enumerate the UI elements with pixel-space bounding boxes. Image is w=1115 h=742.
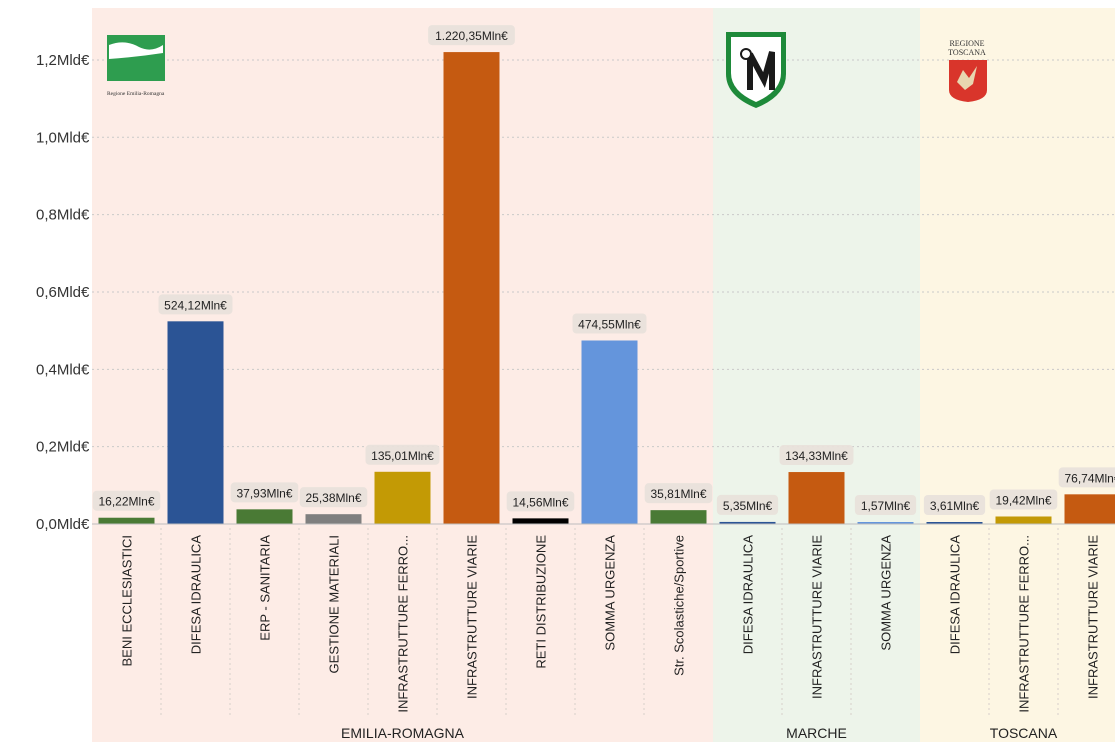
bar-toscana-infrastrutture-ferro xyxy=(995,516,1052,524)
x-category-label: SOMMA URGENZA xyxy=(603,535,618,651)
y-tick-label: 0,2Mld€ xyxy=(36,439,90,456)
group-background-toscana xyxy=(920,8,1115,742)
x-category-label: BENI ECCLESIASTICI xyxy=(120,535,135,666)
data-label: 524,12Mln€ xyxy=(164,298,227,312)
bar-emilia-romagna-infrastrutture-ferro xyxy=(374,471,431,524)
y-tick-label: 1,0Mld€ xyxy=(36,129,90,146)
y-tick-label: 0,4Mld€ xyxy=(36,361,90,378)
bar-emilia-romagna-erp-sanitaria xyxy=(236,509,293,524)
data-label-background xyxy=(230,482,299,503)
data-label: 134,33Mln€ xyxy=(785,449,848,463)
regione-emilia-romagna-logo: Regione Emilia-Romagna xyxy=(107,35,165,97)
data-label: 1.220,35Mln€ xyxy=(435,29,508,43)
data-label: 474,55Mln€ xyxy=(578,317,641,331)
data-label-background xyxy=(158,294,233,315)
data-label: 37,93Mln€ xyxy=(236,486,292,500)
data-label: 3,61Mln€ xyxy=(930,499,980,513)
logo-pegasus xyxy=(957,66,977,90)
regione-marche-logo xyxy=(726,32,786,108)
data-label: 76,74Mln€ xyxy=(1064,471,1115,485)
data-label: 1,57Mln€ xyxy=(861,499,911,513)
logo-caption-line1: REGIONE xyxy=(949,39,984,48)
data-label-background xyxy=(779,445,854,466)
data-label-background xyxy=(989,489,1058,510)
data-label: 14,56Mln€ xyxy=(512,495,568,509)
data-label: 135,01Mln€ xyxy=(371,449,434,463)
bar-emilia-romagna-difesa-idraulica xyxy=(167,321,224,524)
data-label: 35,81Mln€ xyxy=(650,487,706,501)
data-label: 19,42Mln€ xyxy=(995,493,1051,507)
bar-emilia-romagna-gestione-materiali xyxy=(305,514,362,524)
bar-emilia-romagna-str-scolastiche-sportive xyxy=(650,510,707,524)
bar-toscana-difesa-idraulica xyxy=(926,522,983,524)
data-label-background xyxy=(854,495,917,515)
x-category-label: Str. Scolastiche/Sportive xyxy=(672,535,687,676)
data-label-background xyxy=(716,494,779,515)
x-category-label: DIFESA IDRAULICA xyxy=(189,535,204,655)
y-tick-label: 1,2Mld€ xyxy=(36,52,90,69)
data-label-background xyxy=(923,495,986,515)
y-tick-label: 0,8Mld€ xyxy=(36,207,90,224)
bars xyxy=(98,52,1115,524)
data-label-background xyxy=(506,491,575,512)
group-label-emilia-romagna: EMILIA-ROMAGNA xyxy=(341,725,465,741)
x-category-label: INFRASTRUTTURE FERRO... xyxy=(1017,535,1032,713)
bar-emilia-romagna-reti-distribuzione xyxy=(512,518,569,524)
x-category-label: INFRASTRUTTURE FERRO... xyxy=(396,535,411,713)
x-category-label: ERP - SANITARIA xyxy=(258,535,273,641)
logo-m-letter xyxy=(747,51,775,90)
bar-toscana-infrastrutture-viarie xyxy=(1064,494,1115,524)
x-category-label: RETI DISTRIBUZIONE xyxy=(534,535,549,669)
x-category-label: INFRASTRUTTURE VIARIE xyxy=(1086,535,1101,699)
group-background-marche xyxy=(713,8,920,742)
logo-white-wave xyxy=(109,42,163,59)
x-category-label: INFRASTRUTTURE VIARIE xyxy=(810,535,825,699)
data-label-background xyxy=(365,444,440,465)
data-label-background xyxy=(1058,467,1115,488)
logo-caption: Regione Emilia-Romagna xyxy=(107,91,165,97)
data-label: 16,22Mln€ xyxy=(98,495,154,509)
logo-caption-line2: TOSCANA xyxy=(948,48,986,57)
logo-bird-head xyxy=(740,48,752,60)
data-label-background xyxy=(644,483,713,504)
data-label: 5,35Mln€ xyxy=(723,499,773,513)
y-tick-label: 0,0Mld€ xyxy=(36,516,90,533)
bar-emilia-romagna-beni-ecclesiastici xyxy=(98,517,155,524)
data-label-background xyxy=(572,313,647,334)
data-labels: 16,22Mln€ 524,12Mln€ 37,93Mln€ 25,38Mln€ 135… xyxy=(92,25,1115,515)
data-label-background xyxy=(428,25,515,46)
bar-marche-infrastrutture-viarie xyxy=(788,472,845,524)
group-label-toscana: TOSCANA xyxy=(990,725,1058,741)
bar-marche-difesa-idraulica xyxy=(719,521,776,524)
axes: 0,0Mld€ 0,2Mld€ 0,4Mld€ 0,6Mld€ 0,8Mld€ 1,0Ml… xyxy=(36,52,1115,741)
x-category-label: DIFESA IDRAULICA xyxy=(948,535,963,655)
data-label: 25,38Mln€ xyxy=(305,491,361,505)
x-category-label: DIFESA IDRAULICA xyxy=(741,535,756,655)
bar-emilia-romagna-somma-urgenza xyxy=(581,340,638,524)
x-category-label: SOMMA URGENZA xyxy=(879,535,894,651)
x-category-label: INFRASTRUTTURE VIARIE xyxy=(465,535,480,699)
bar-marche-somma-urgenza xyxy=(857,522,914,524)
x-category-label: GESTIONE MATERIALI xyxy=(327,535,342,673)
data-label-background xyxy=(299,487,368,508)
group-label-marche: MARCHE xyxy=(786,725,847,741)
bar-emilia-romagna-infrastrutture-viarie xyxy=(443,52,500,524)
data-label-background xyxy=(92,490,161,511)
y-tick-label: 0,6Mld€ xyxy=(36,284,90,301)
